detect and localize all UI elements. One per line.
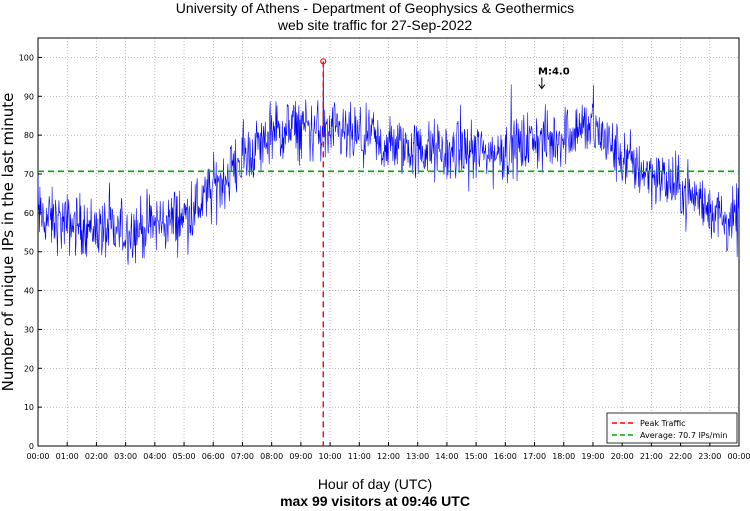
y-axis-label: Number of unique IPs in the last minute: [0, 93, 17, 392]
y-tick-label: 60: [24, 209, 34, 218]
x-tick-label: 03:00: [114, 452, 137, 461]
legend-average-label: Average: 70.7 IPs/min: [640, 431, 727, 440]
x-tick-label: 05:00: [173, 452, 196, 461]
x-tick-label: 15:00: [465, 452, 488, 461]
x-tick-label: 18:00: [552, 452, 575, 461]
x-tick-label: 00:00: [26, 452, 49, 461]
y-tick-label: 70: [24, 170, 34, 179]
x-tick-label: 01:00: [56, 452, 79, 461]
x-tick-label: 06:00: [202, 452, 225, 461]
x-tick-label: 20:00: [611, 452, 634, 461]
y-tick-label: 0: [29, 442, 34, 451]
x-tick-label: 17:00: [523, 452, 546, 461]
axis-ticks: 0 10 20 30 40 50 60 70 80 90 100 00:00 01:00 02:00 03:…: [19, 53, 750, 461]
legend-peak-label: Peak Traffic: [640, 419, 686, 428]
chart-title: University of Athens - Department of Geo…: [0, 0, 750, 34]
x-tick-label: 14:00: [435, 452, 458, 461]
x-tick-label: 04:00: [143, 452, 166, 461]
annotation-label: M:4.0: [538, 67, 570, 78]
y-tick-label: 80: [24, 131, 34, 140]
x-tick-label: 00:00: [727, 452, 750, 461]
x-axis-label-block: Hour of day (UTC) max 99 visitors at 09:…: [0, 476, 750, 510]
max-visitors-subtitle: max 99 visitors at 09:46 UTC: [280, 493, 470, 509]
y-tick-label: 30: [24, 325, 34, 334]
series-layer: [37, 61, 739, 265]
x-tick-label: 13:00: [406, 452, 429, 461]
legend-box: [606, 412, 738, 444]
x-tick-label: 23:00: [698, 452, 721, 461]
grid: [38, 38, 739, 446]
y-tick-label: 10: [24, 403, 34, 412]
reference-lines: M:4.0: [38, 58, 739, 446]
annotation-arrow-head: [538, 84, 546, 90]
x-tick-label: 12:00: [377, 452, 400, 461]
x-tick-label: 09:00: [289, 452, 312, 461]
x-tick-label: 08:00: [260, 452, 283, 461]
peak-marker: [320, 58, 327, 65]
chart-title-line-2: web site traffic for 27-Sep-2022: [277, 17, 473, 33]
x-axis-label: Hour of day (UTC): [317, 476, 433, 492]
x-tick-label: 21:00: [640, 452, 663, 461]
y-tick-label: 90: [24, 92, 34, 101]
y-tick-label: 40: [24, 287, 34, 296]
x-tick-label: 10:00: [319, 452, 342, 461]
x-tick-label: 16:00: [494, 452, 517, 461]
legend: Peak Traffic Average: 70.7 IPs/min: [606, 412, 738, 444]
x-tick-label: 07:00: [231, 452, 254, 461]
y-tick-label: 50: [24, 248, 34, 257]
x-tick-label: 11:00: [348, 452, 371, 461]
x-tick-label: 19:00: [581, 452, 604, 461]
y-tick-label: 20: [24, 364, 34, 373]
x-tick-label: 02:00: [85, 452, 108, 461]
traffic-series-line: [37, 61, 739, 265]
x-tick-label: 22:00: [669, 452, 692, 461]
chart-title-line-1: University of Athens - Department of Geo…: [175, 0, 575, 16]
y-tick-label: 100: [19, 53, 34, 62]
